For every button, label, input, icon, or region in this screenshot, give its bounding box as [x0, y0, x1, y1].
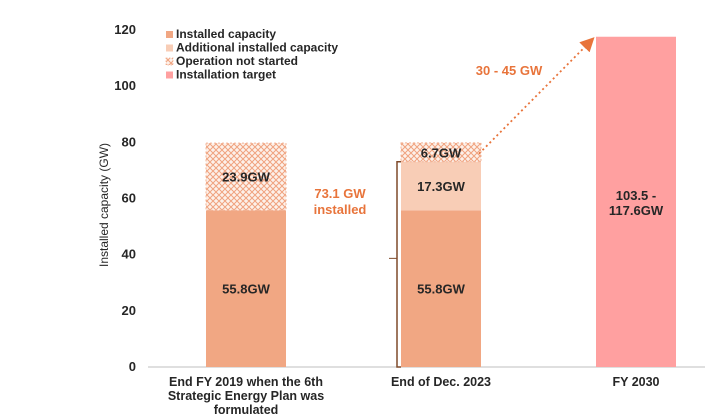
x-tick-label: End of Dec. 2023 [391, 375, 491, 389]
data-label: 6.7GW [421, 145, 462, 160]
legend-label: Installation target [176, 68, 276, 82]
bar-segment [401, 210, 481, 367]
installed-bracket [396, 160, 401, 368]
y-tick-label: 80 [122, 134, 136, 149]
legend-label: Installed capacity [176, 27, 276, 41]
bar-segment [206, 210, 286, 367]
data-label: 23.9GW [222, 170, 270, 185]
bar-segment [596, 36, 676, 368]
legend-swatch [166, 44, 173, 52]
bars: 55.8GW 23.9GW 55.8GW 17.3GW 6.7GW 103.5 -117.… [205, 36, 676, 368]
y-tick-label: 40 [122, 247, 136, 262]
y-tick-label: 20 [122, 303, 136, 318]
x-tick-label: End FY 2019 when the 6th Strategic Energy… [168, 375, 324, 417]
legend-label: Operation not started [176, 54, 298, 68]
data-label: 55.8GW [417, 282, 465, 297]
y-tick-label: 60 [122, 191, 136, 206]
annotations: 73.1 GW installed 30 - 45 GW [314, 37, 595, 368]
y-tick-label: 100 [114, 78, 136, 93]
bar-segment [205, 142, 287, 211]
data-label: 103.5 -117.6GW [609, 188, 664, 218]
legend-swatch [165, 57, 174, 66]
legend-swatch [166, 31, 173, 38]
legend-swatch [166, 71, 173, 79]
bar-segment [401, 161, 481, 211]
data-label: 55.8GW [222, 282, 270, 297]
axes: 0 20 40 60 80 100 120 End FY 2019 when the 6th S… [114, 22, 705, 417]
growth-annotation: 30 - 45 GW [476, 63, 543, 78]
bar-segment [400, 142, 482, 163]
x-tick-label: FY 2030 [612, 375, 659, 389]
legend-label: Additional installed capacity [176, 41, 338, 55]
y-axis-label: Installed capacity (GW) [97, 143, 111, 267]
data-label: 17.3GW [417, 179, 465, 194]
y-tick-label: 120 [114, 22, 136, 37]
installed-annotation: 73.1 GW installed [314, 186, 367, 217]
y-tick-label: 0 [129, 359, 136, 374]
growth-arrow [478, 37, 595, 155]
